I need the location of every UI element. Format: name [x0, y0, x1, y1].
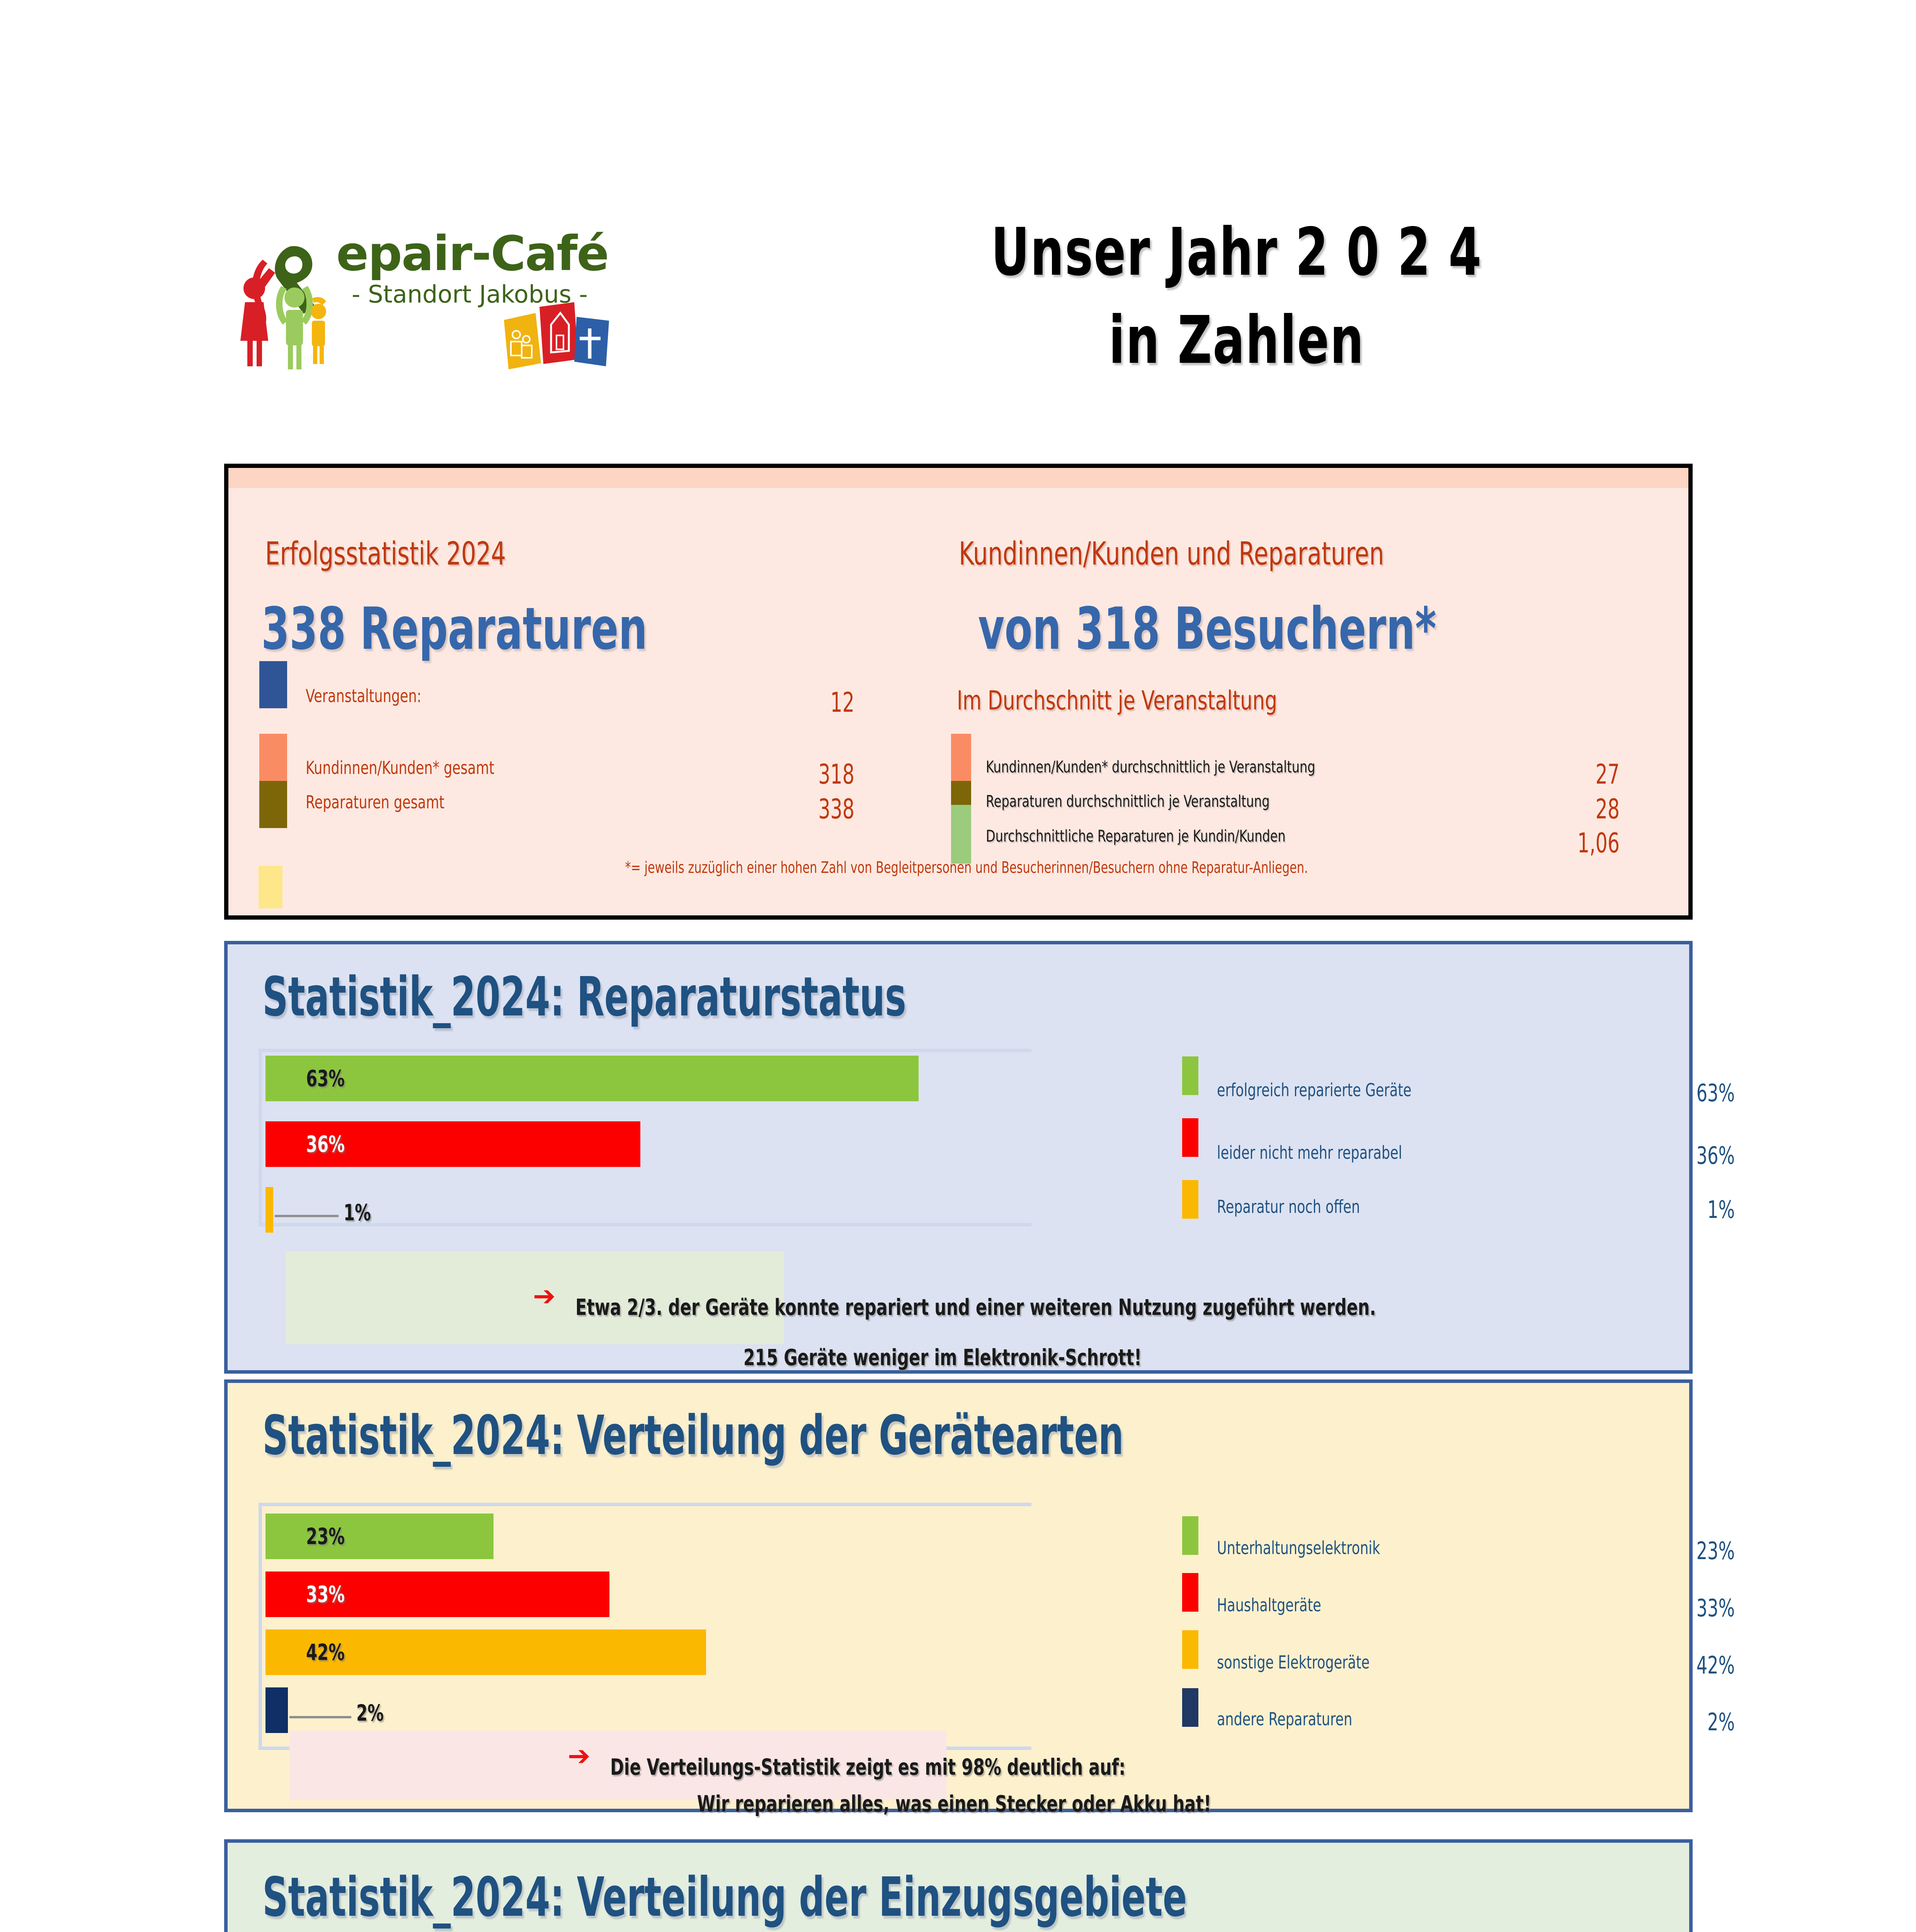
status-bar-2 — [265, 1187, 273, 1233]
logo-books-icon — [504, 302, 609, 369]
logo: epair-Café - Standort Jakobus - — [232, 205, 649, 371]
status-plot-frame — [259, 1049, 1031, 1226]
types-conclusion-highlight — [289, 1731, 946, 1800]
success-right-heading: Kundinnen/Kunden und Reparaturen — [959, 536, 1384, 572]
success-row-value-2: 338 — [818, 793, 854, 825]
logo-wordmark: epair-Café — [336, 226, 609, 282]
types-legend-swatch-0 — [1182, 1516, 1198, 1555]
status-conclusion-2: 215 Geräte weniger im Elektronik-Schrott… — [743, 1344, 1142, 1371]
success-right-big-number: von 318 Besuchern* — [978, 595, 1436, 663]
success-row-value-1: 318 — [818, 759, 854, 790]
success-left-heading: Erfolgsstatistik 2024 — [265, 536, 506, 572]
status-conclusion-highlight — [286, 1252, 784, 1344]
types-legend-label-3: andere Reparaturen — [1217, 1709, 1353, 1730]
status-conclusion-1: Etwa 2/3. der Geräte konnte repariert un… — [575, 1294, 1376, 1320]
status-legend-label-0: erfolgreich reparierte Geräte — [1217, 1080, 1412, 1100]
types-bar-label-0: 23% — [306, 1523, 345, 1549]
success-row-label-0: Veranstaltungen: — [306, 685, 422, 706]
logo-subtitle: - Standort Jakobus - — [352, 280, 588, 308]
types-legend-label-1: Haushaltgeräte — [1217, 1595, 1321, 1616]
status-bar-0: 63% — [265, 1056, 919, 1101]
status-legend-swatch-0 — [1182, 1056, 1198, 1095]
success-avg-value-2: 1,06 — [1577, 827, 1620, 859]
success-avg-value-1: 28 — [1595, 793, 1620, 825]
success-avg-label-2: Durchschnittliche Reparaturen je Kundin/… — [986, 827, 1286, 845]
types-chart-title: Statistik_2024: Verteilung der Geräteart… — [262, 1404, 1124, 1467]
status-legend-swatch-1 — [1182, 1118, 1198, 1157]
success-statistics-panel: Erfolgsstatistik 2024 338 Reparaturen Ku… — [224, 464, 1693, 920]
status-legend-label-2: Reparatur noch offen — [1217, 1196, 1360, 1217]
status-bar-1: 36% — [265, 1121, 640, 1167]
types-bar-label-1: 33% — [306, 1581, 345, 1607]
status-legend-label-1: leider nicht mehr reparabel — [1217, 1142, 1402, 1163]
types-conclusion-1: Die Verteilungs-Statistik zeigt es mit 9… — [610, 1754, 1126, 1780]
legend-swatch-reparaturen-gesamt — [259, 781, 287, 828]
page-header: epair-Café - Standort Jakobus - Unser Ja… — [0, 193, 1916, 394]
success-left-big-number: 338 Reparaturen — [261, 595, 648, 663]
types-legend-value-2: 42% — [1696, 1651, 1735, 1679]
status-leader-line — [275, 1215, 339, 1217]
types-conclusion-2: Wir reparieren alles, was einen Stecker … — [697, 1791, 1212, 1817]
legend-swatch-reparaturen-je-kunde — [951, 805, 971, 864]
legend-swatch-kundinnen-gesamt — [259, 734, 287, 781]
types-bar-3 — [265, 1687, 288, 1733]
device-types-chart-panel: Statistik_2024: Verteilung der Geräteart… — [224, 1379, 1735, 1817]
status-chart-title: Statistik_2024: Reparaturstatus — [262, 966, 906, 1029]
types-arrow-icon: ➔ — [568, 1740, 590, 1772]
legend-swatch-extra — [259, 866, 282, 908]
success-avg-value-0: 27 — [1595, 759, 1620, 790]
types-leader-line — [289, 1716, 351, 1718]
logo-figures-icon — [240, 246, 326, 369]
success-avg-label-1: Reparaturen durchschnittlich je Veransta… — [986, 792, 1270, 811]
types-legend-value-3: 2% — [1707, 1708, 1735, 1736]
types-bar-label-3: 2% — [356, 1700, 384, 1726]
panel-topbar — [228, 468, 1688, 488]
legend-swatch-veranstaltungen — [259, 661, 287, 708]
page-title-line1: Unser Jahr 2 0 2 4 — [991, 214, 1482, 291]
success-row-label-2: Reparaturen gesamt — [306, 792, 444, 813]
status-bar-label-0: 63% — [306, 1065, 345, 1092]
types-bar-1: 33% — [265, 1571, 609, 1617]
types-legend-swatch-3 — [1182, 1688, 1198, 1727]
types-legend-value-1: 33% — [1696, 1594, 1735, 1622]
status-arrow-icon: ➔ — [533, 1280, 556, 1312]
types-legend-swatch-1 — [1182, 1573, 1198, 1612]
success-footnote: *= jeweils zuzüglich einer hohen Zahl vo… — [625, 858, 1308, 877]
page-title: Unser Jahr 2 0 2 4 in Zahlen — [833, 209, 1640, 385]
types-bar-label-2: 42% — [306, 1639, 345, 1665]
legend-swatch-kundinnen-durchschnitt — [951, 734, 971, 781]
types-bar-2: 42% — [265, 1629, 706, 1675]
success-avg-label-0: Kundinnen/Kunden* durchschnittlich je Ve… — [986, 757, 1315, 776]
status-chart-panel: Statistik_2024: Reparaturstatus 63% 36% … — [224, 941, 1735, 1374]
status-legend-value-2: 1% — [1707, 1196, 1735, 1224]
success-row-value-0: 12 — [830, 687, 854, 718]
success-row-label-1: Kundinnen/Kunden* gesamt — [306, 757, 495, 778]
status-legend-swatch-2 — [1182, 1180, 1198, 1219]
status-legend-value-0: 63% — [1696, 1079, 1735, 1107]
success-right-heading2: Im Durchschnitt je Veranstaltung — [957, 685, 1277, 716]
types-legend-label-0: Unterhaltungselektronik — [1217, 1537, 1380, 1558]
types-legend-swatch-2 — [1182, 1630, 1198, 1669]
page-title-line2: in Zahlen — [1109, 302, 1365, 379]
types-legend-value-0: 23% — [1696, 1537, 1735, 1565]
catchment-areas-chart-panel: Statistik_2024: Verteilung der Einzugsge… — [224, 1839, 1693, 1932]
status-legend-value-1: 36% — [1696, 1141, 1735, 1170]
types-bar-0: 23% — [265, 1514, 493, 1559]
types-legend-label-2: sonstige Elektrogeräte — [1217, 1652, 1370, 1673]
status-bar-label-1: 36% — [306, 1131, 345, 1157]
status-bar-label-2: 1% — [344, 1199, 371, 1226]
regions-chart-title: Statistik_2024: Verteilung der Einzugsge… — [262, 1866, 1187, 1929]
